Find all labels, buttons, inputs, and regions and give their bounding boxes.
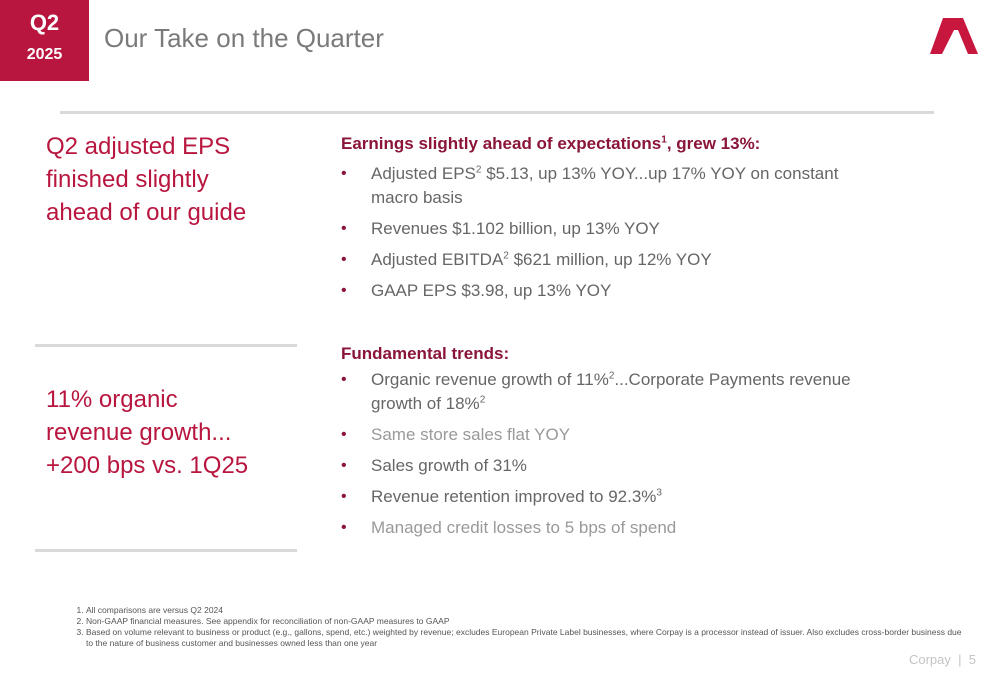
top-divider bbox=[60, 111, 934, 114]
bullet-credit-losses: Managed credit losses to 5 bps of spend bbox=[341, 516, 861, 540]
page-title: Our Take on the Quarter bbox=[104, 23, 384, 53]
organic-growth-line-1: 11% organic bbox=[46, 386, 178, 413]
bullet-text: $621 million, up 12% YOY bbox=[508, 250, 712, 269]
eps-summary-line-3: ahead of our guide bbox=[46, 199, 247, 226]
quarter-label: Q2 bbox=[29, 10, 60, 35]
footnote-1: All comparisons are versus Q2 2024 bbox=[86, 605, 966, 616]
bullet-sales-growth: Sales growth of 31% bbox=[341, 454, 861, 478]
footnote-3: Based on volume relevant to business or … bbox=[86, 627, 966, 649]
bullet-text: Organic revenue growth of 11% bbox=[371, 370, 609, 389]
earnings-bullet-list: Adjusted EPS2 $5.13, up 13% YOY...up 17%… bbox=[341, 162, 861, 303]
organic-growth-line-2: revenue growth... bbox=[46, 419, 232, 446]
bullet-text: Managed credit losses to 5 bps of spend bbox=[371, 518, 677, 537]
corpay-logo-icon bbox=[930, 18, 978, 54]
bullet-gaap-eps: GAAP EPS $3.98, up 13% YOY bbox=[341, 279, 861, 303]
organic-growth-line-3: +200 bps vs. 1Q25 bbox=[46, 452, 249, 479]
bullet-text: Sales growth of 31% bbox=[371, 456, 527, 475]
eps-summary-line-2: finished slightly bbox=[46, 166, 209, 193]
footer-company: Corpay bbox=[908, 652, 951, 667]
bullet-revenues: Revenues $1.102 billion, up 13% YOY bbox=[341, 217, 861, 241]
bullet-text: Revenues $1.102 billion, up 13% YOY bbox=[371, 219, 660, 238]
year-label: 2025 bbox=[26, 46, 63, 63]
fundamental-trends-heading-text: Fundamental trends: bbox=[341, 344, 510, 363]
footnote-ref: 2 bbox=[479, 394, 486, 406]
page-footer: Corpay | 5 bbox=[909, 652, 976, 667]
page-number: 5 bbox=[968, 652, 976, 667]
trends-bullet-list: Organic revenue growth of 11%2...Corpora… bbox=[341, 368, 861, 540]
bullet-text: ...Corporate Payments revenue growth of … bbox=[371, 370, 851, 413]
organic-growth-heading: 11% organic revenue growth... +200 bps v… bbox=[46, 383, 306, 482]
quarter-badge: Q2 2025 bbox=[0, 0, 89, 81]
earnings-heading: Earnings slightly ahead of expectations1… bbox=[341, 133, 760, 155]
bullet-adjusted-ebitda: Adjusted EBITDA2 $621 million, up 12% YO… bbox=[341, 248, 861, 272]
eps-summary-line-1: Q2 adjusted EPS bbox=[46, 133, 231, 160]
bullet-text: Adjusted EBITDA bbox=[371, 250, 504, 269]
bullet-revenue-retention: Revenue retention improved to 92.3%3 bbox=[341, 485, 861, 509]
footnote-ref: 2 bbox=[608, 370, 615, 382]
left-divider-2 bbox=[35, 549, 297, 552]
fundamental-trends-heading: Fundamental trends: bbox=[341, 343, 509, 365]
bullet-text: $5.13, up 13% YOY...up 17% YOY on consta… bbox=[371, 164, 839, 207]
earnings-heading-footnote: 1 bbox=[661, 134, 667, 146]
bullet-adjusted-eps: Adjusted EPS2 $5.13, up 13% YOY...up 17%… bbox=[341, 162, 861, 210]
left-divider-1 bbox=[35, 344, 297, 347]
bullet-text: Same store sales flat YOY bbox=[371, 425, 571, 444]
earnings-heading-text: Earnings slightly ahead of expectations bbox=[341, 134, 662, 153]
eps-summary-heading: Q2 adjusted EPS finished slightly ahead … bbox=[46, 130, 306, 229]
footnote-ref: 3 bbox=[656, 487, 662, 499]
footnote-ref: 2 bbox=[475, 164, 482, 176]
bullet-text: Revenue retention improved to 92.3% bbox=[371, 487, 657, 506]
footnotes: All comparisons are versus Q2 2024 Non-G… bbox=[60, 605, 966, 649]
footer-separator: | bbox=[958, 652, 962, 667]
bullet-text: Adjusted EPS bbox=[371, 164, 476, 183]
footnote-ref: 2 bbox=[503, 250, 509, 262]
earnings-heading-suffix: , grew 13%: bbox=[666, 134, 761, 153]
bullet-text: GAAP EPS $3.98, up 13% YOY bbox=[371, 281, 612, 300]
bullet-organic-revenue: Organic revenue growth of 11%2...Corpora… bbox=[341, 368, 861, 416]
footnote-2: Non-GAAP financial measures. See appendi… bbox=[86, 616, 966, 627]
bullet-same-store-sales: Same store sales flat YOY bbox=[341, 423, 861, 447]
